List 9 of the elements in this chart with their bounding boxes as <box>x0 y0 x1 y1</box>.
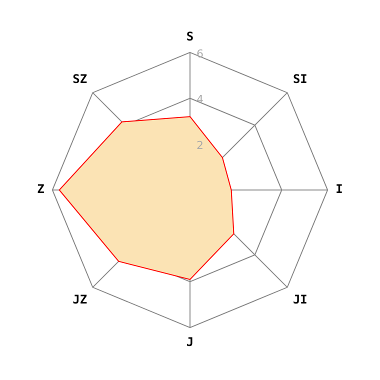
spoke-label: SI <box>292 72 308 86</box>
spoke-label: J <box>186 334 194 349</box>
spoke-label: Z <box>37 182 44 196</box>
y-tick-label: 2 <box>196 138 204 152</box>
spoke-label: I <box>336 182 343 196</box>
spoke-label: S <box>186 29 194 44</box>
spoke-label: JI <box>292 292 308 306</box>
spoke-label: JZ <box>72 292 88 306</box>
spoke-label: SZ <box>72 72 88 86</box>
